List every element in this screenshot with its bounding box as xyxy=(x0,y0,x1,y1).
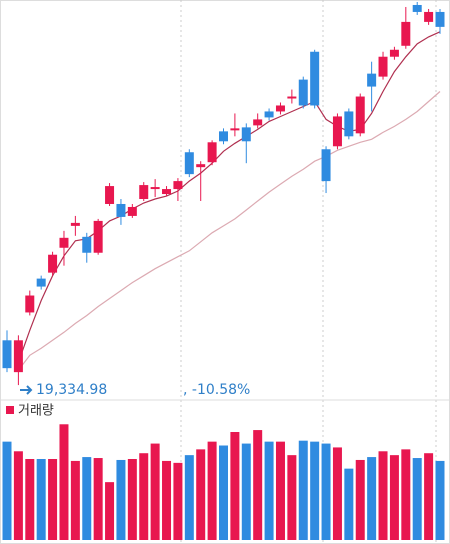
candle-body xyxy=(378,56,388,77)
candle-body xyxy=(367,73,377,87)
volume-bar xyxy=(139,453,149,540)
volume-bar xyxy=(116,459,126,540)
volume-bar xyxy=(150,443,160,540)
volume-bar xyxy=(412,458,422,540)
candle-body xyxy=(173,181,183,190)
volume-bar xyxy=(321,443,331,540)
volume-bar xyxy=(48,459,58,540)
candle-body xyxy=(310,51,320,106)
volume-bar xyxy=(367,457,377,540)
candle-body xyxy=(59,237,69,248)
volume-bar xyxy=(105,482,115,540)
candle-body xyxy=(389,49,399,57)
candle-body xyxy=(241,127,251,142)
volume-bar xyxy=(355,459,365,540)
vertical-grid xyxy=(180,0,437,544)
candle-body xyxy=(150,187,160,190)
volume-bar xyxy=(401,449,411,540)
volume-bar xyxy=(70,460,80,540)
candle-body xyxy=(401,21,411,46)
volume-bar xyxy=(310,441,320,540)
candle-body xyxy=(435,11,445,27)
candle-body xyxy=(184,152,194,175)
candle-body xyxy=(412,4,422,12)
volume-bar xyxy=(127,459,137,540)
volume-bar xyxy=(424,453,434,540)
candle-body xyxy=(230,128,240,131)
candle-body xyxy=(219,131,228,142)
volume-bar xyxy=(36,459,46,540)
candle-body xyxy=(139,185,149,200)
candle-body xyxy=(344,111,354,137)
candle-body xyxy=(287,96,297,99)
volume-bar xyxy=(59,424,69,540)
volume-bar xyxy=(332,447,342,540)
candle-body xyxy=(25,295,35,313)
candle-body xyxy=(48,254,58,273)
candle-body xyxy=(196,164,206,168)
volume-bar xyxy=(298,440,308,540)
volume-bar xyxy=(344,468,354,540)
volume-bar xyxy=(241,443,251,540)
volume-bar xyxy=(378,451,388,540)
candle-body xyxy=(253,119,263,126)
volume-bar xyxy=(2,441,12,540)
volume-bar xyxy=(389,455,399,540)
candle-body xyxy=(355,96,365,134)
moving-average-line xyxy=(17,91,441,371)
volume-bar xyxy=(13,451,23,540)
volume-bar xyxy=(207,441,217,540)
candle-body xyxy=(82,236,92,253)
volume-bar xyxy=(196,449,206,540)
candle-body xyxy=(2,340,12,369)
volume-bar xyxy=(287,455,297,540)
volume-legend-swatch xyxy=(6,406,14,414)
volume-bar xyxy=(184,455,194,540)
candle-body xyxy=(93,220,103,253)
volume-bar xyxy=(253,430,263,540)
candle-body xyxy=(13,340,23,373)
candle-body xyxy=(207,142,217,163)
arrow-icon xyxy=(20,385,33,395)
volume-bar xyxy=(435,460,445,540)
volume-bar xyxy=(275,441,285,540)
volume-bar xyxy=(82,457,92,540)
volume-bar xyxy=(25,459,35,540)
candle-body xyxy=(116,203,126,217)
candle-body xyxy=(424,11,434,22)
volume-bar xyxy=(173,462,183,540)
candle-body xyxy=(275,105,285,112)
candle-body xyxy=(321,149,331,182)
volume-bar xyxy=(230,432,240,540)
candle-body xyxy=(264,111,274,118)
candle-body xyxy=(162,189,172,195)
volume-bar xyxy=(219,445,228,540)
candle-body xyxy=(332,116,342,147)
volume-title: 거래량 xyxy=(18,404,54,419)
last-price: 19,334.98 xyxy=(36,382,107,398)
candle-body xyxy=(36,278,46,287)
volume-bar xyxy=(162,460,172,540)
volume-bar xyxy=(93,458,103,540)
change-rate: , -10.58% xyxy=(183,382,250,398)
volume-bar xyxy=(264,441,274,540)
candle-body xyxy=(105,186,115,204)
candle-body xyxy=(70,222,80,226)
candle-body xyxy=(127,206,137,216)
candle-body xyxy=(298,79,308,106)
